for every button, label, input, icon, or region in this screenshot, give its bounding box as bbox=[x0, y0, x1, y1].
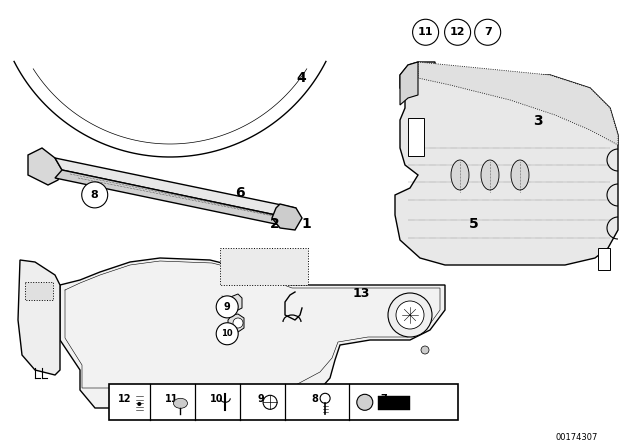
Polygon shape bbox=[55, 170, 290, 226]
Bar bbox=[25, 282, 53, 300]
Ellipse shape bbox=[511, 160, 529, 190]
Polygon shape bbox=[228, 314, 244, 332]
Circle shape bbox=[233, 318, 243, 328]
Ellipse shape bbox=[173, 398, 188, 408]
Circle shape bbox=[82, 182, 108, 208]
Circle shape bbox=[263, 395, 277, 409]
Text: 9: 9 bbox=[258, 394, 264, 404]
Text: 6: 6 bbox=[235, 185, 245, 200]
Text: 10: 10 bbox=[221, 329, 233, 338]
Circle shape bbox=[396, 301, 424, 329]
Polygon shape bbox=[60, 258, 445, 408]
Bar bbox=[109, 384, 458, 420]
Text: 5: 5 bbox=[468, 217, 479, 231]
Bar bbox=[408, 118, 424, 156]
Polygon shape bbox=[28, 148, 62, 185]
Bar bbox=[378, 396, 410, 410]
Text: 11: 11 bbox=[164, 394, 179, 404]
Text: 7: 7 bbox=[381, 394, 387, 404]
Polygon shape bbox=[400, 62, 418, 105]
Ellipse shape bbox=[481, 160, 499, 190]
Text: 10: 10 bbox=[209, 394, 223, 404]
Bar bbox=[598, 248, 610, 270]
Polygon shape bbox=[228, 294, 242, 310]
Circle shape bbox=[475, 19, 500, 45]
Text: 3: 3 bbox=[532, 114, 543, 128]
Text: 1: 1 bbox=[301, 217, 311, 231]
Polygon shape bbox=[55, 158, 296, 218]
Text: 13: 13 bbox=[353, 287, 371, 300]
Circle shape bbox=[445, 19, 470, 45]
Text: 11: 11 bbox=[418, 27, 433, 37]
Text: 8: 8 bbox=[312, 394, 318, 404]
Circle shape bbox=[388, 293, 432, 337]
Text: ⬤: ⬤ bbox=[137, 402, 142, 406]
Circle shape bbox=[216, 296, 238, 318]
Text: 2: 2 bbox=[270, 217, 280, 231]
Text: 4: 4 bbox=[296, 71, 306, 86]
Ellipse shape bbox=[451, 160, 469, 190]
Text: 7: 7 bbox=[484, 27, 492, 37]
Text: 9: 9 bbox=[224, 302, 230, 312]
Text: 8: 8 bbox=[91, 190, 99, 200]
Text: 12: 12 bbox=[118, 394, 132, 404]
Circle shape bbox=[413, 19, 438, 45]
Polygon shape bbox=[418, 62, 618, 145]
Polygon shape bbox=[220, 248, 308, 285]
Polygon shape bbox=[395, 62, 618, 265]
Circle shape bbox=[216, 323, 238, 345]
Circle shape bbox=[421, 346, 429, 354]
Circle shape bbox=[320, 393, 330, 403]
Polygon shape bbox=[18, 260, 60, 375]
Circle shape bbox=[357, 394, 372, 410]
Text: 12: 12 bbox=[450, 27, 465, 37]
Polygon shape bbox=[272, 204, 302, 230]
Text: 00174307: 00174307 bbox=[556, 433, 598, 442]
